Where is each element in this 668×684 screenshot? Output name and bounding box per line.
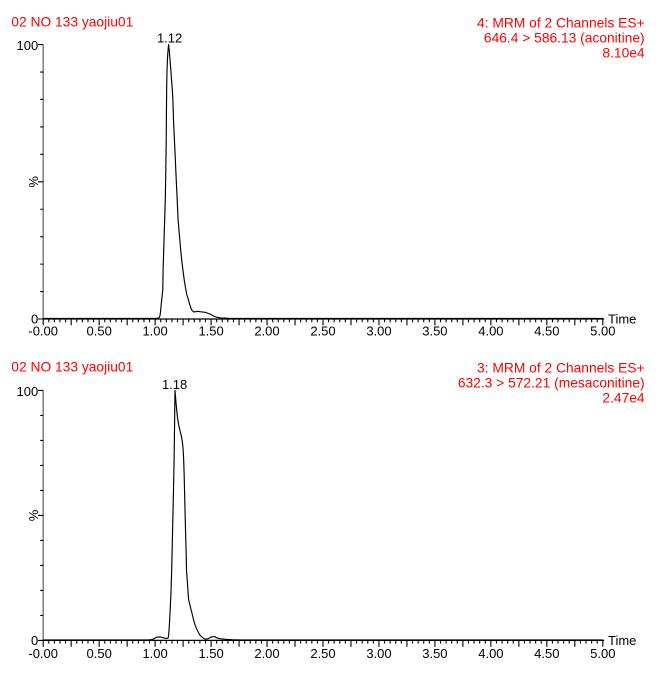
svg-text:Time: Time [608,633,636,648]
svg-text:-0.00: -0.00 [28,324,58,339]
svg-text:3: MRM of 2 Channels ES+: 3: MRM of 2 Channels ES+ [477,361,645,376]
svg-text:8.10e4: 8.10e4 [602,45,645,60]
svg-text:646.4 > 586.13 (aconitine): 646.4 > 586.13 (aconitine) [484,31,645,46]
svg-text:0.50: 0.50 [87,646,112,661]
svg-text:1.12: 1.12 [157,30,182,45]
svg-text:Time: Time [608,311,636,326]
svg-text:100: 100 [16,384,38,399]
svg-text:3.50: 3.50 [422,324,447,339]
svg-text:02 NO 133 yaojiu01: 02 NO 133 yaojiu01 [11,360,133,375]
svg-text:4.50: 4.50 [534,646,559,661]
svg-text:%: % [26,176,41,188]
svg-text:632.3 > 572.21 (mesaconitine): 632.3 > 572.21 (mesaconitine) [458,376,645,391]
svg-text:3.00: 3.00 [366,324,391,339]
svg-text:3.50: 3.50 [422,646,447,661]
svg-text:0: 0 [31,311,38,326]
svg-text:4.00: 4.00 [478,324,503,339]
svg-text:1.00: 1.00 [142,646,167,661]
svg-text:1.18: 1.18 [162,377,187,392]
svg-text:4: MRM of 2 Channels ES+: 4: MRM of 2 Channels ES+ [477,16,645,31]
svg-text:-0.00: -0.00 [28,646,58,661]
svg-text:3.00: 3.00 [366,646,391,661]
svg-text:0.50: 0.50 [87,324,112,339]
svg-text:0: 0 [31,633,38,648]
svg-text:1.50: 1.50 [198,324,223,339]
svg-text:1.50: 1.50 [198,646,223,661]
svg-text:1.00: 1.00 [142,324,167,339]
svg-text:5.00: 5.00 [590,646,615,661]
svg-text:5.00: 5.00 [590,324,615,339]
svg-text:%: % [26,509,41,521]
svg-text:4.50: 4.50 [534,324,559,339]
svg-text:4.00: 4.00 [478,646,503,661]
svg-text:2.50: 2.50 [310,324,335,339]
svg-text:2.50: 2.50 [310,646,335,661]
svg-text:100: 100 [16,38,38,53]
svg-text:2.00: 2.00 [254,324,279,339]
svg-text:02 NO 133 yaojiu01: 02 NO 133 yaojiu01 [11,15,133,30]
svg-text:2.00: 2.00 [254,646,279,661]
svg-text:2.47e4: 2.47e4 [602,390,645,405]
